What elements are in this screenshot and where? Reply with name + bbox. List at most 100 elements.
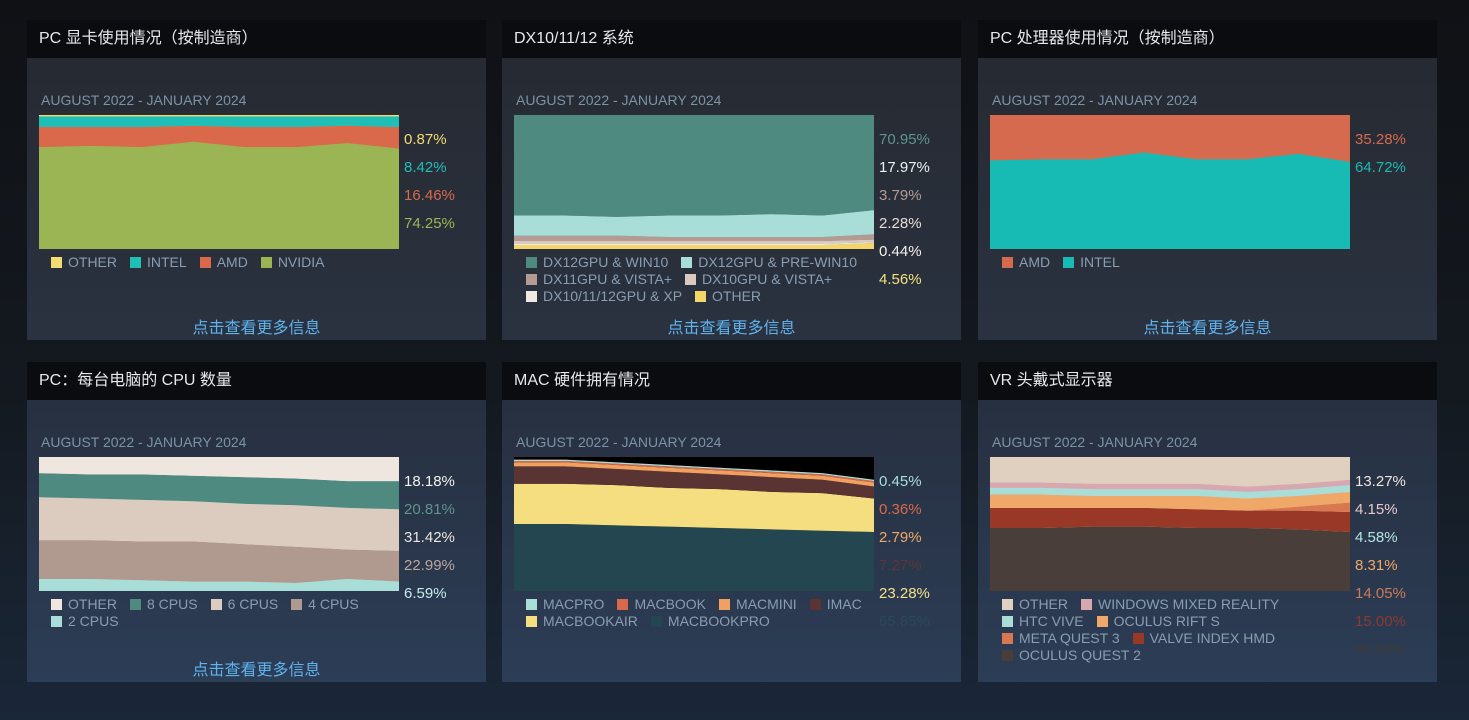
legend-label: DX10/11/12GPU & XP bbox=[543, 288, 683, 304]
area-series-oculus-quest-2 bbox=[990, 526, 1350, 591]
legend-label: WINDOWS MIXED REALITY bbox=[1098, 596, 1280, 612]
percentage-label: 0.36% bbox=[879, 501, 922, 518]
legend-item: VALVE INDEX HMD bbox=[1132, 630, 1276, 647]
legend-swatch bbox=[650, 616, 662, 627]
legend-swatch bbox=[1096, 616, 1108, 627]
panel-cpu-count: PC：每台电脑的 CPU 数量 AUGUST 2022 - JANUARY 202… bbox=[27, 362, 486, 682]
legend-label: MACMINI bbox=[736, 596, 797, 612]
legend-label: OTHER bbox=[68, 596, 117, 612]
legend-swatch bbox=[685, 274, 697, 285]
legend-item: 2 CPUS bbox=[51, 613, 119, 630]
panel-title: DX10/11/12 系统 bbox=[502, 20, 961, 58]
panel-title: VR 头戴式显示器 bbox=[978, 362, 1437, 400]
legend-item: MACBOOKAIR bbox=[526, 613, 638, 630]
percentage-label: 0.87% bbox=[404, 131, 447, 148]
area-series-6-cpus bbox=[39, 497, 399, 551]
area-series-valve-index-hmd bbox=[990, 507, 1350, 533]
legend-item: OTHER bbox=[51, 596, 117, 613]
legend-swatch bbox=[51, 599, 62, 610]
legend-swatch bbox=[51, 616, 62, 627]
panel-title: PC 处理器使用情况（按制造商） bbox=[978, 20, 1437, 58]
chart-legend: MACPRO MACBOOK MACMINI IMAC MACBOOKAIR MACBOO… bbox=[526, 596, 886, 630]
legend-label: VALVE INDEX HMD bbox=[1149, 630, 1276, 646]
percentage-label: 2.79% bbox=[879, 529, 922, 546]
area-series-macbookair bbox=[514, 483, 874, 533]
legend-item: MACPRO bbox=[526, 596, 604, 613]
legend-label: INTEL bbox=[147, 254, 187, 270]
legend-label: 6 CPUS bbox=[227, 596, 279, 612]
area-series-2-cpus bbox=[39, 578, 399, 591]
legend-item: OTHER bbox=[51, 254, 117, 271]
legend-item: 6 CPUS bbox=[210, 596, 279, 613]
percentage-label: 6.59% bbox=[404, 585, 447, 602]
chart-legend: OTHER 8 CPUS 6 CPUS 4 CPUS 2 CPUS bbox=[51, 596, 411, 630]
legend-item: AMD bbox=[1002, 254, 1050, 271]
legend-label: 4 CPUS bbox=[308, 596, 359, 612]
percentage-label: 22.99% bbox=[404, 557, 455, 574]
panel-mac-hardware: MAC 硬件拥有情况 AUGUST 2022 - JANUARY 2024 0.45… bbox=[502, 362, 961, 682]
latest-percentages: 18.18% 20.81% 31.42% 22.99% 6.59% bbox=[404, 468, 455, 608]
percentage-label: 14.05% bbox=[1355, 585, 1406, 602]
legend-item: WINDOWS MIXED REALITY bbox=[1081, 596, 1279, 613]
legend-swatch bbox=[1132, 633, 1144, 644]
percentage-label: 35.28% bbox=[1355, 131, 1406, 148]
more-info-link[interactable]: 点击查看更多信息 bbox=[192, 320, 321, 337]
percentage-label: 7.27% bbox=[879, 557, 922, 574]
date-range: AUGUST 2022 - JANUARY 2024 bbox=[41, 434, 247, 450]
legend-item: MACMINI bbox=[719, 596, 797, 613]
percentage-label: 65.85% bbox=[879, 613, 930, 630]
area-series-4-cpus bbox=[39, 540, 399, 583]
legend-item: MACBOOKPRO bbox=[650, 613, 770, 630]
legend-label: NVIDIA bbox=[277, 254, 325, 270]
legend-label: MACBOOK bbox=[634, 596, 707, 612]
stacked-area-chart bbox=[514, 457, 874, 591]
legend-item: OTHER bbox=[1002, 596, 1068, 613]
legend-label: OTHER bbox=[68, 254, 117, 270]
legend-label: AMD bbox=[216, 254, 248, 270]
legend-item: AMD bbox=[199, 254, 248, 271]
percentage-label: 13.27% bbox=[1355, 473, 1406, 490]
area-series-8-cpus bbox=[39, 473, 399, 510]
percentage-label: 4.56% bbox=[879, 271, 922, 288]
latest-percentages: 13.27% 4.15% 4.58% 8.31% 14.05% 15.00% 40.64% bbox=[1355, 468, 1406, 664]
legend-label: DX11GPU & VISTA+ bbox=[543, 271, 673, 287]
area-series-dx11gpu-vista- bbox=[514, 234, 874, 241]
panel-title: PC 显卡使用情况（按制造商） bbox=[27, 20, 486, 58]
area-series-dx12gpu-win10 bbox=[514, 115, 874, 217]
panel-body: AUGUST 2022 - JANUARY 2024 13.27% 4.15% 4.5… bbox=[978, 400, 1437, 682]
legend-item: HTC VIVE bbox=[1002, 613, 1084, 630]
area-series-imac bbox=[514, 466, 874, 499]
date-range: AUGUST 2022 - JANUARY 2024 bbox=[992, 92, 1198, 108]
latest-percentages: 0.87% 8.42% 16.46% 74.25% bbox=[404, 126, 455, 238]
date-range: AUGUST 2022 - JANUARY 2024 bbox=[516, 92, 722, 108]
panel-body: AUGUST 2022 - JANUARY 2024 70.95% 17.97% 3.… bbox=[502, 58, 961, 340]
area-series-other bbox=[514, 242, 874, 249]
more-info-link[interactable]: 点击查看更多信息 bbox=[1143, 320, 1272, 337]
panel-vr-headsets: VR 头戴式显示器 AUGUST 2022 - JANUARY 2024 13.27… bbox=[978, 362, 1437, 682]
chart-legend: AMD INTEL bbox=[1002, 254, 1362, 271]
date-range: AUGUST 2022 - JANUARY 2024 bbox=[516, 434, 722, 450]
more-info-link[interactable]: 点击查看更多信息 bbox=[667, 320, 796, 337]
legend-item: META QUEST 3 bbox=[1002, 630, 1120, 647]
legend-label: AMD bbox=[1019, 254, 1051, 270]
legend-label: OCULUS QUEST 2 bbox=[1019, 647, 1141, 663]
legend-swatch bbox=[1002, 257, 1013, 268]
legend-label: MACBOOKAIR bbox=[543, 613, 638, 629]
legend-swatch bbox=[291, 599, 303, 610]
legend-swatch bbox=[526, 599, 537, 610]
legend-label: META QUEST 3 bbox=[1019, 630, 1120, 646]
legend-label: OTHER bbox=[712, 288, 762, 304]
more-info-link[interactable]: 点击查看更多信息 bbox=[192, 662, 321, 679]
legend-swatch bbox=[695, 291, 707, 302]
date-range: AUGUST 2022 - JANUARY 2024 bbox=[41, 92, 247, 108]
legend-label: IMAC bbox=[826, 596, 862, 612]
legend-label: MACPRO bbox=[543, 596, 605, 612]
legend-item: NVIDIA bbox=[260, 254, 325, 271]
area-series-dx10gpu-vista- bbox=[514, 239, 874, 244]
legend-swatch bbox=[526, 257, 537, 268]
percentage-label: 23.28% bbox=[879, 585, 930, 602]
latest-percentages: 35.28% 64.72% bbox=[1355, 126, 1406, 182]
legend-label: 8 CPUS bbox=[147, 596, 198, 612]
stacked-area-chart bbox=[990, 115, 1350, 249]
legend-item: INTEL bbox=[1063, 254, 1120, 271]
